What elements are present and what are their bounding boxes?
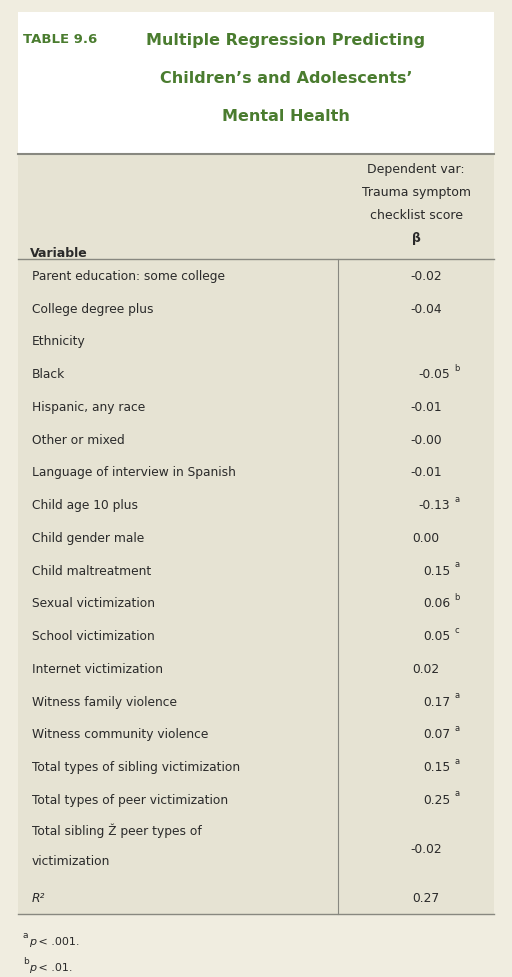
Text: Parent education: some college: Parent education: some college bbox=[32, 270, 225, 282]
Text: Total sibling Ž peer types of: Total sibling Ž peer types of bbox=[32, 823, 202, 837]
Text: p: p bbox=[29, 936, 36, 946]
Text: -0.02: -0.02 bbox=[410, 842, 442, 855]
Text: Internet victimization: Internet victimization bbox=[32, 662, 163, 675]
Text: 0.00: 0.00 bbox=[413, 531, 440, 544]
Text: R²: R² bbox=[32, 891, 46, 904]
Text: b: b bbox=[454, 363, 460, 372]
Text: 0.06: 0.06 bbox=[423, 597, 451, 610]
Text: Child age 10 plus: Child age 10 plus bbox=[32, 498, 138, 512]
Text: < .01.: < .01. bbox=[34, 961, 72, 971]
Text: -0.00: -0.00 bbox=[410, 433, 442, 446]
Text: School victimization: School victimization bbox=[32, 629, 155, 643]
Text: Ethnicity: Ethnicity bbox=[32, 335, 86, 348]
Text: a: a bbox=[454, 691, 459, 700]
Text: 0.17: 0.17 bbox=[423, 695, 451, 708]
Text: -0.01: -0.01 bbox=[410, 401, 442, 413]
Text: a: a bbox=[454, 756, 459, 765]
Text: p: p bbox=[29, 961, 36, 971]
Text: -0.04: -0.04 bbox=[410, 302, 442, 316]
Text: 0.07: 0.07 bbox=[423, 728, 451, 741]
Text: 0.27: 0.27 bbox=[413, 891, 440, 904]
Text: < .001.: < .001. bbox=[34, 936, 79, 946]
Text: Hispanic, any race: Hispanic, any race bbox=[32, 401, 145, 413]
Text: Dependent var:: Dependent var: bbox=[367, 163, 465, 176]
Text: 0.05: 0.05 bbox=[423, 629, 451, 643]
Text: Sexual victimization: Sexual victimization bbox=[32, 597, 155, 610]
Text: TABLE 9.6: TABLE 9.6 bbox=[23, 33, 97, 46]
Text: b: b bbox=[23, 956, 29, 965]
Text: victimization: victimization bbox=[32, 854, 111, 868]
Text: a: a bbox=[454, 494, 459, 503]
Text: a: a bbox=[454, 723, 459, 732]
Text: Witness family violence: Witness family violence bbox=[32, 695, 177, 708]
Text: Witness community violence: Witness community violence bbox=[32, 728, 208, 741]
Text: Child gender male: Child gender male bbox=[32, 531, 144, 544]
Text: Multiple Regression Predicting: Multiple Regression Predicting bbox=[146, 33, 425, 48]
Text: 0.15: 0.15 bbox=[423, 564, 451, 577]
Text: 0.02: 0.02 bbox=[413, 662, 440, 675]
Text: β: β bbox=[412, 232, 420, 245]
Text: College degree plus: College degree plus bbox=[32, 302, 154, 316]
Text: -0.05: -0.05 bbox=[419, 367, 451, 381]
Text: Trauma symptom: Trauma symptom bbox=[361, 186, 471, 198]
Text: a: a bbox=[454, 560, 459, 569]
Text: c: c bbox=[454, 625, 459, 634]
Text: Child maltreatment: Child maltreatment bbox=[32, 564, 151, 577]
Text: Total types of sibling victimization: Total types of sibling victimization bbox=[32, 760, 240, 774]
Text: checklist score: checklist score bbox=[370, 209, 462, 222]
Text: Children’s and Adolescents’: Children’s and Adolescents’ bbox=[160, 71, 412, 86]
Text: a: a bbox=[454, 788, 459, 797]
Text: -0.01: -0.01 bbox=[410, 466, 442, 479]
Text: -0.13: -0.13 bbox=[419, 498, 451, 512]
Text: b: b bbox=[454, 592, 460, 601]
Text: Black: Black bbox=[32, 367, 65, 381]
Text: a: a bbox=[23, 930, 29, 940]
Text: 0.25: 0.25 bbox=[423, 793, 451, 806]
Text: -0.02: -0.02 bbox=[410, 270, 442, 282]
Text: Variable: Variable bbox=[30, 247, 88, 260]
Text: Other or mixed: Other or mixed bbox=[32, 433, 125, 446]
Text: Language of interview in Spanish: Language of interview in Spanish bbox=[32, 466, 236, 479]
Text: 0.15: 0.15 bbox=[423, 760, 451, 774]
Text: Total types of peer victimization: Total types of peer victimization bbox=[32, 793, 228, 806]
Text: Mental Health: Mental Health bbox=[222, 108, 350, 124]
